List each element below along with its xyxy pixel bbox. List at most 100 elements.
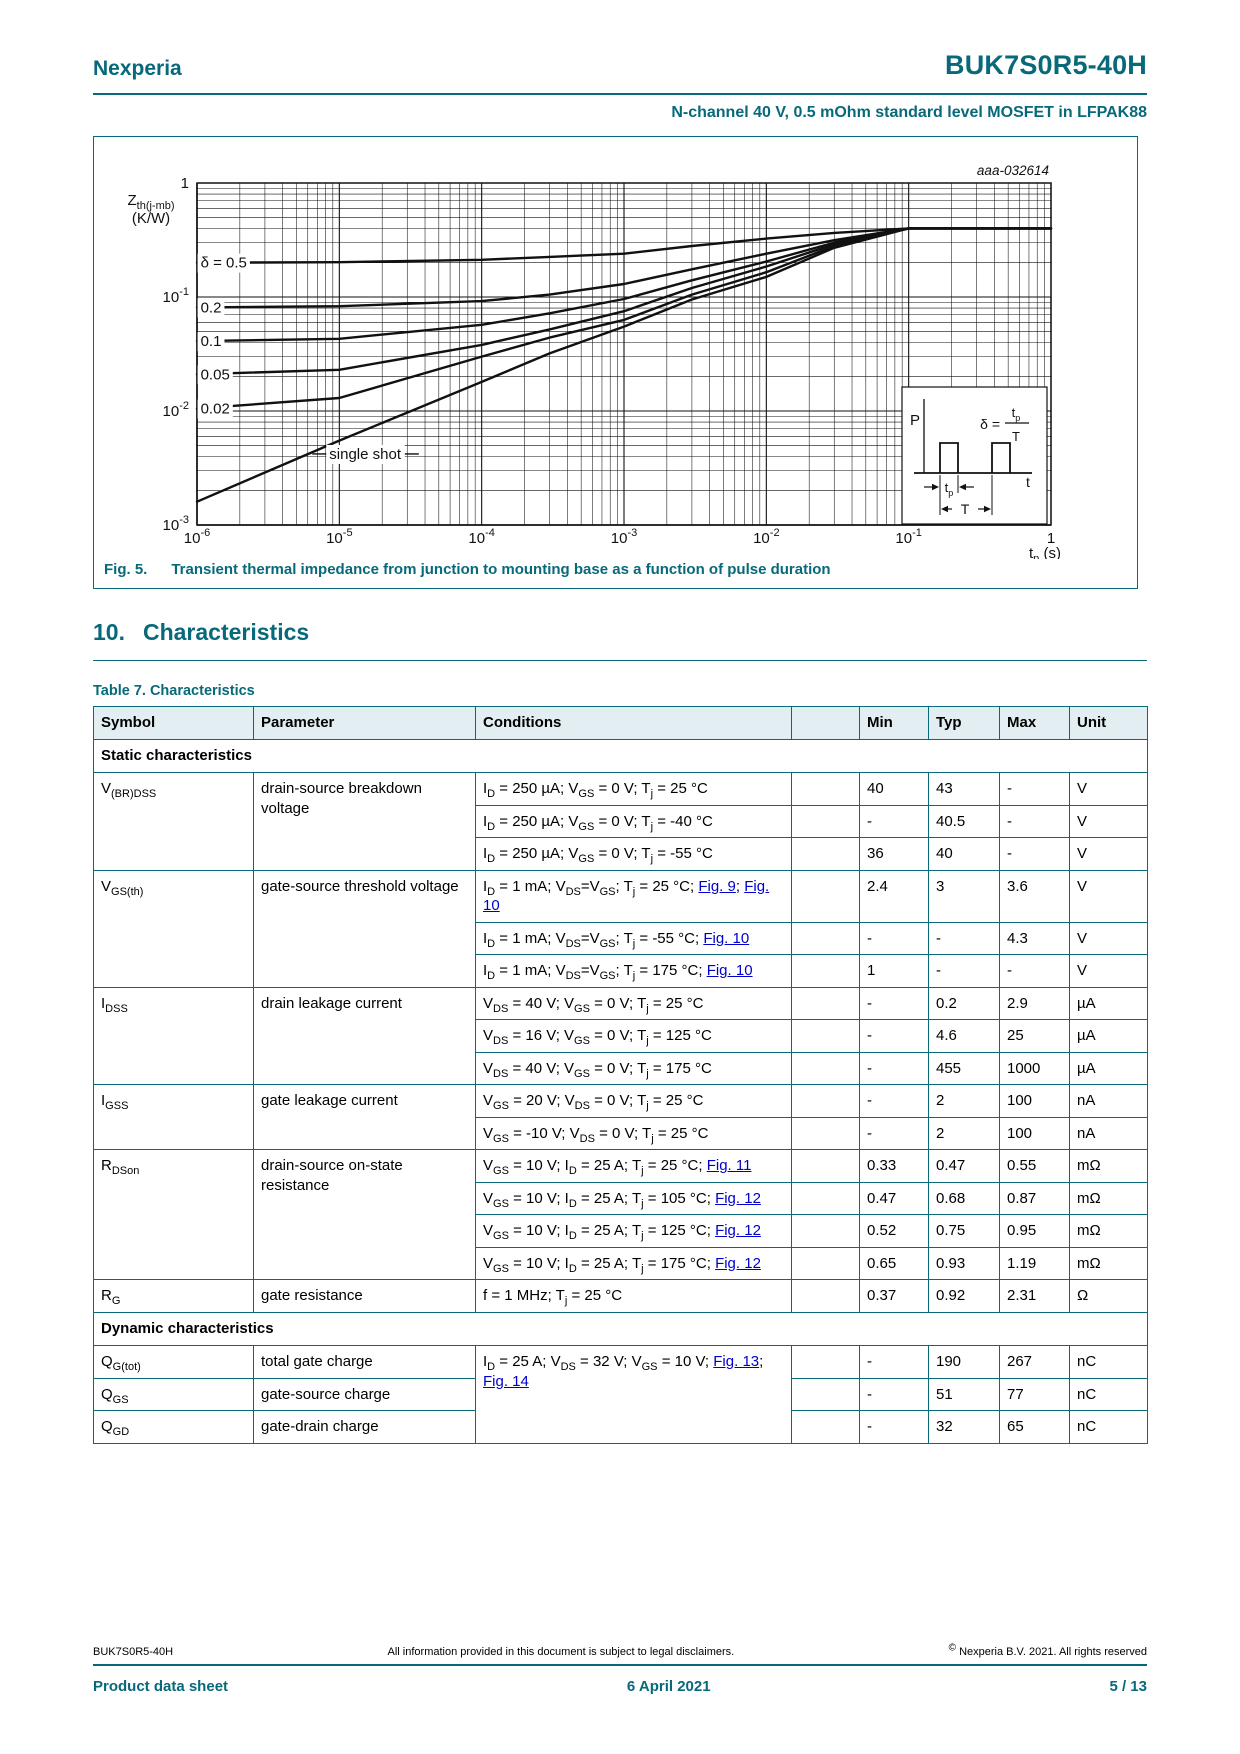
unit-cell: V [1069,921,1148,955]
typ-cell: 43 [928,772,1000,806]
unit-cell: V [1069,954,1148,988]
figure-link[interactable]: Fig. 10 [703,929,750,947]
table-row: QG(tot) total gate charge ID = 25 A; VDS =… [93,1345,1148,1444]
typ-cell: 455 [928,1051,1000,1085]
table-section-label: Static characteristics [93,738,1148,773]
section-number: 10. [93,619,125,645]
table-row: VGS = 10 V; ID = 25 A; Tj = 105 °C; Fig.… [94,1181,1148,1215]
unit-cell: nA [1069,1116,1148,1150]
parameter-cell: drain-source breakdown voltage [253,772,476,871]
spacer-cell [791,1410,860,1444]
figure-link[interactable]: Fig. 10 [706,962,753,979]
typ-cell: 4.6 [928,1019,1000,1053]
figure-link[interactable]: Fig. 12 [715,1189,761,1207]
table-row: VGS = -10 V; VDS = 0 V; Tj = 25 °C -2 100 n… [94,1116,1148,1150]
table-row: QGD gate-drain charge -32 65 nC [93,1410,1148,1444]
table-row: RG gate resistance f = 1 MHz; Tj = 25 °C 0.… [93,1279,1148,1313]
min-cell: 40 [859,772,929,806]
svg-text:T: T [961,501,970,517]
figure-link[interactable]: Fig. 9 [698,877,736,895]
figure-link[interactable]: Fig. 14 [483,1372,529,1390]
figure-link[interactable]: Fig. 12 [715,1254,761,1272]
table-row: VGS = 10 V; ID = 25 A; Tj = 125 °C; Fig.… [94,1214,1148,1248]
typ-cell: 40 [928,837,1000,871]
table-row: V(BR)DSS drain-source breakdown voltage ID… [93,772,1148,871]
symbol-cell: RG [93,1279,254,1313]
max-cell: 77 [999,1377,1070,1411]
footer-doc-type: Product data sheet [93,1677,229,1695]
table-row: VDS = 40 V; VGS = 0 V; Tj = 175 °C -455 10… [94,1051,1148,1085]
parameter-cell: gate-source charge [253,1377,476,1411]
typ-cell: 190 [928,1345,1000,1379]
typ-cell: 0.47 [928,1149,1000,1183]
conditions-cell: ID = 250 µA; VGS = 0 V; Tj = -55 °C [475,837,792,871]
spacer-cell [791,1149,860,1183]
footer-page-number: 5 / 13 [1109,1677,1147,1695]
table-row: ID = 250 µA; VGS = 0 V; Tj = -55 °C 36 40-… [94,837,1148,871]
min-cell: - [859,1116,929,1150]
svg-text:10-1​: 10-1​ [895,527,921,547]
table-row: RDSon drain-source on-state resistance VGS… [93,1149,1148,1280]
min-cell: 2.4 [859,869,929,923]
typ-cell: 0.68 [928,1181,1000,1215]
footer-copyright: © Nexperia B.V. 2021. All rights reserve… [948,1642,1147,1658]
min-cell: 0.65 [859,1246,929,1280]
min-cell: - [859,1377,929,1411]
typ-cell: 0.92 [928,1279,1000,1313]
spacer-cell [791,954,860,988]
table-row: ID = 1 mA; VDS=VGS; Tj = -55 °C; Fig. 10… [94,921,1148,955]
min-cell: 36 [859,837,929,871]
spacer-cell [791,772,860,806]
spacer-cell [791,1246,860,1280]
unit-cell: nC [1069,1410,1148,1444]
table-header-row: Symbol Parameter Conditions Min Typ Max Unit [93,706,1148,740]
figure-link[interactable]: Fig. 12 [715,1222,761,1239]
table-section-label: Dynamic characteristics [93,1311,1148,1346]
max-cell: - [999,804,1070,838]
conditions-cell: VGS = -10 V; VDS = 0 V; Tj = 25 °C [475,1116,792,1150]
min-cell: 0.33 [859,1149,929,1183]
table-row: IDSS drain leakage current VDS = 40 V; VGS… [93,986,1148,1085]
max-cell: 100 [999,1084,1070,1118]
max-cell: - [999,837,1070,871]
figure-link[interactable]: Fig. 10 [483,877,770,915]
svg-text:T: T [1012,429,1020,444]
footer-date: 6 April 2021 [626,1677,711,1695]
table-title: Table 7. Characteristics [93,683,255,699]
symbol-cell: V(BR)DSS [93,772,254,871]
unit-cell: µA [1069,1019,1148,1053]
conditions-cell: VGS = 10 V; ID = 25 A; Tj = 125 °C; Fig.… [475,1214,792,1248]
min-cell: - [859,804,929,838]
brand-name: Nexperia [93,57,182,80]
unit-cell: mΩ [1069,1149,1148,1183]
svg-text:(K/W): (K/W) [132,210,170,227]
svg-text:10-2​: 10-2​ [753,527,779,547]
min-cell: 0.47 [859,1181,929,1215]
table-section-row: Dynamic characteristics [93,1311,1148,1346]
min-cell: - [859,1345,929,1379]
footer-legal-row: BUK7S0R5-40H All information provided in… [93,1642,1147,1664]
svg-text:t: t [1026,474,1030,490]
figure-link[interactable]: Fig. 11 [706,1157,752,1174]
svg-text:10-3​: 10-3​ [611,527,637,547]
typ-cell: 2 [928,1116,1000,1150]
svg-text:0.2: 0.2 [201,299,222,316]
figure-caption: Fig. 5. Transient thermal impedance from… [94,559,1137,588]
parameter-cell: gate resistance [253,1279,476,1313]
conditions-cell: VDS = 40 V; VGS = 0 V; Tj = 175 °C [475,1051,792,1085]
svg-text:0.02: 0.02 [201,401,230,418]
max-cell: 0.87 [999,1181,1070,1215]
symbol-cell: QG(tot) [93,1345,254,1379]
conditions-cell: ID = 25 A; VDS = 32 V; VGS = 10 V; Fig. … [475,1345,792,1444]
conditions-cell: ID = 250 µA; VGS = 0 V; Tj = -40 °C [475,804,792,838]
typ-cell: 2 [928,1084,1000,1118]
max-cell: 100 [999,1116,1070,1150]
spacer-cell [791,1116,860,1150]
footer-divider [93,1664,1147,1666]
figure-caption-text: Transient thermal impedance from junctio… [171,561,831,578]
conditions-cell: ID = 250 µA; VGS = 0 V; Tj = 25 °C [475,772,792,806]
spacer-cell [791,1181,860,1215]
figure-link[interactable]: Fig. 13 [713,1353,760,1370]
figure-caption-label: Fig. 5. [104,561,148,578]
